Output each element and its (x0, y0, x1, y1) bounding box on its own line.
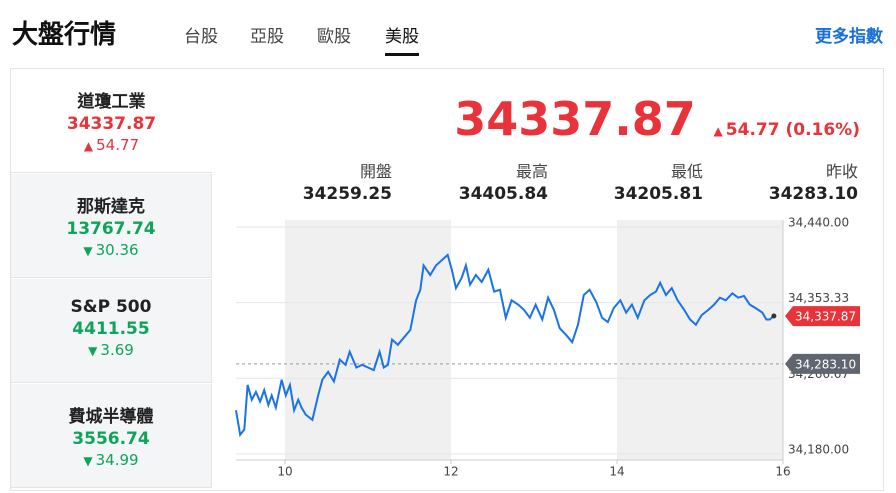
arrow-icon: ▲ (713, 124, 723, 138)
arrow-icon: ▲ (83, 139, 94, 153)
stat: 最低 34205.81 (553, 158, 703, 204)
price-tag-label: 34,337.87 (795, 310, 856, 324)
tab[interactable]: 亞股 (250, 27, 284, 47)
stat-value: 34259.25 (302, 184, 392, 204)
index-name: 費城半導體 (68, 407, 154, 427)
stat-value: 34205.81 (613, 184, 703, 204)
page-title: 大盤行情 (12, 20, 117, 50)
price-line (235, 253, 775, 438)
index-change: ▼ 30.36 (11, 241, 211, 259)
price-tag (785, 353, 860, 374)
index-item[interactable]: 道瓊工業 34337.87 ▲ 54.77 (11, 69, 212, 173)
stat: 最高 34405.84 (398, 158, 548, 204)
change-text: 54.77 (96, 136, 140, 154)
tab[interactable]: 歐股 (317, 27, 351, 47)
arrow-icon: ▼ (83, 454, 93, 468)
index-name: 道瓊工業 (77, 92, 146, 112)
index-value: 13767.74 (66, 219, 156, 239)
y-tick-label: 34,180.00 (788, 442, 849, 456)
session-shade (284, 220, 451, 460)
stat-label: 開盤 (359, 162, 392, 181)
arrow-icon: ▼ (83, 244, 93, 258)
arrow-icon: ▼ (88, 344, 98, 358)
index-item[interactable]: S&P 500 4411.55 ▼ 3.69 (11, 279, 212, 383)
session-shade (616, 220, 783, 460)
stat-label: 最高 (515, 162, 548, 181)
index-change: ▼ 34.99 (11, 451, 211, 469)
tab[interactable]: 美股 (385, 22, 419, 56)
stat-label: 昨收 (825, 162, 858, 181)
x-tick-label: 10 (277, 465, 292, 479)
change-text: 3.69 (100, 341, 134, 359)
tab[interactable]: 台股 (184, 27, 218, 47)
index-change: ▲ 54.77 (11, 136, 212, 154)
change-text: 30.36 (95, 241, 139, 259)
index-value: 3556.74 (72, 429, 150, 449)
index-name: S&P 500 (70, 297, 152, 317)
y-tick-label: 34,353.33 (788, 291, 849, 305)
stat-label: 最低 (670, 162, 703, 181)
last-point (771, 313, 777, 319)
quote-value: 34337.87 (454, 92, 696, 146)
y-tick-label: 34,440.00 (788, 215, 849, 229)
x-tick-label: 12 (443, 465, 458, 479)
price-tag-label: 34,283.10 (795, 357, 856, 371)
index-name: 那斯達克 (77, 197, 145, 217)
index-item[interactable]: 費城半導體 3556.74 ▼ 34.99 (11, 384, 212, 488)
index-value: 34337.87 (66, 114, 157, 134)
stat-value: 34405.84 (458, 184, 548, 204)
x-tick-label: 16 (775, 465, 790, 479)
index-change: ▼ 3.69 (11, 341, 211, 359)
stat-value: 34283.10 (768, 184, 858, 204)
more-link[interactable]: 更多指數 (815, 27, 883, 47)
stat: 開盤 34259.25 (242, 158, 392, 204)
price-tag (785, 306, 860, 327)
stat: 昨收 34283.10 (708, 158, 858, 204)
change-text: 54.77 (0.16%) (725, 120, 860, 140)
x-tick-label: 14 (609, 465, 624, 479)
index-value: 4411.55 (72, 319, 150, 339)
change-text: 34.99 (95, 451, 139, 469)
index-item[interactable]: 那斯達克 13767.74 ▼ 30.36 (11, 174, 212, 278)
quote-change: ▲ 54.77 (0.16%) (714, 120, 860, 140)
panel (10, 68, 884, 491)
